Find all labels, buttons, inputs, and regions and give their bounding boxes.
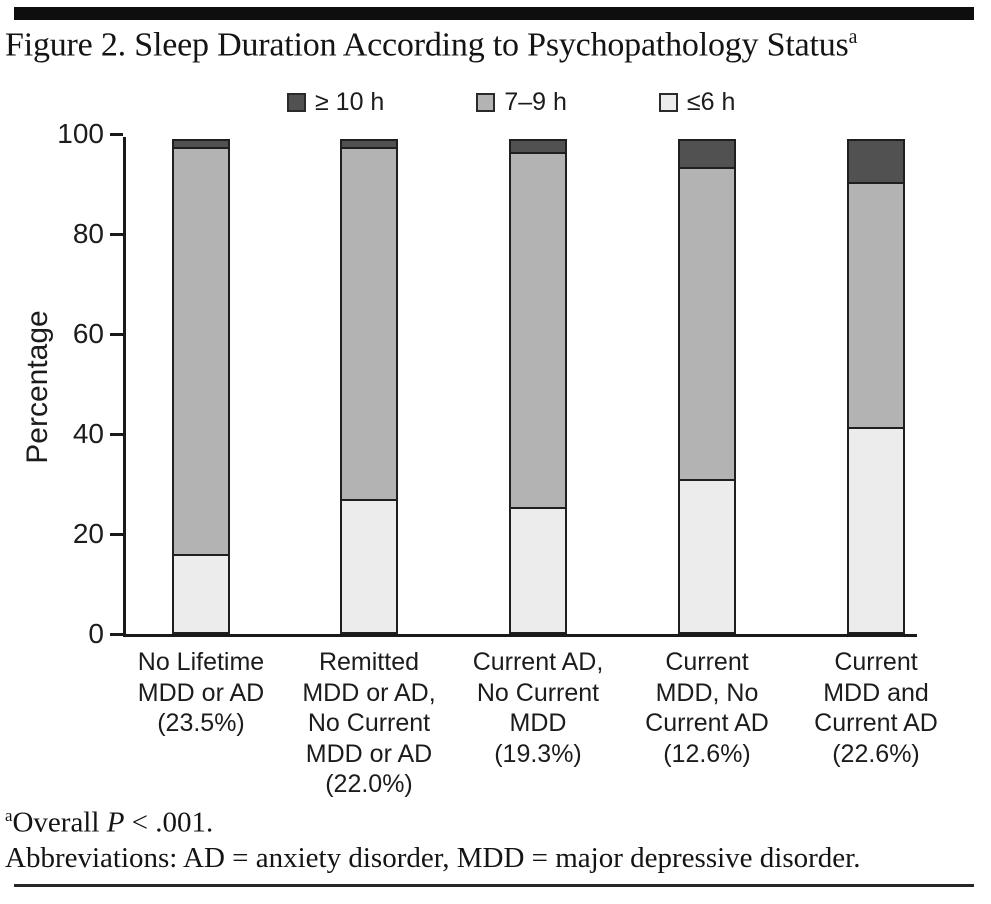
bar-2-segment-7–9h [340, 146, 398, 502]
x-category-label-1: No Lifetime MDD or AD (23.5%) [137, 648, 265, 737]
y-tick-mark-20 [110, 532, 123, 536]
bar-1-segment-≤6h [172, 554, 230, 634]
legend-item-ge10h: ≥ 10 h [287, 88, 384, 117]
x-category-label-5: Current MDD and Current AD (22.6%) [814, 648, 938, 768]
figure-title: Figure 2. Sleep Duration According to Ps… [5, 26, 985, 64]
y-tick-mark-0 [110, 632, 123, 636]
bar-5-segment-≤6h [847, 426, 905, 634]
figure-title-superscript: a [848, 26, 858, 48]
figure-title-text: Figure 2. Sleep Duration According to Ps… [5, 26, 849, 64]
bar-5-segment-7–9h [847, 181, 905, 429]
x-category-label-3: Current AD, No Current MDD (19.3%) [472, 648, 604, 768]
x-category-label-4: Current MDD, No Current AD (12.6%) [645, 648, 769, 768]
footnote-superscript: a [5, 806, 13, 825]
y-tick-mark-60 [110, 332, 123, 336]
stacked-bar-2 [340, 139, 398, 634]
bar-4-segment-≥10h [678, 139, 736, 169]
legend-swatch-le6h-icon [658, 93, 678, 112]
bar-4-segment-7–9h [678, 166, 736, 482]
y-tick-label-20: 20 [72, 518, 104, 549]
y-tick-mark-100 [110, 132, 123, 136]
y-tick-mark-40 [110, 432, 123, 436]
figure-bottom-rule [14, 884, 974, 887]
legend-item-7to9h: 7–9 h [476, 88, 567, 117]
y-tick-label-80: 80 [72, 218, 104, 249]
bar-1-segment-7–9h [172, 146, 230, 557]
bar-2-segment-≤6h [340, 499, 398, 634]
y-tick-label-40: 40 [72, 418, 104, 449]
footnote-pvalue-pre: Overall [12, 806, 107, 839]
stacked-bar-4 [678, 139, 736, 634]
x-category-label-2: Remitted MDD or AD, No Current MDD or AD… [302, 648, 436, 798]
stacked-bar-1 [172, 139, 230, 634]
legend-label-7to9h: 7–9 h [504, 88, 567, 116]
bar-3-segment-7–9h [509, 151, 567, 509]
bar-4-segment-≤6h [678, 479, 736, 634]
footnote-pvalue-post: < .001. [124, 806, 214, 839]
bar-5-segment-≥10h [847, 139, 905, 184]
stacked-bar-3 [509, 139, 567, 634]
chart-plot-area: 0 20 40 60 80 100 No Lifetime MDD or AD (23.5%… [57, 118, 938, 798]
chart-legend: ≥ 10 h 7–9 h ≤6 h [287, 88, 735, 117]
stacked-bar-5 [847, 139, 905, 634]
legend-label-ge10h: ≥ 10 h [315, 88, 385, 116]
legend-swatch-7to9h-icon [476, 93, 496, 112]
footnote-abbreviations: Abbreviations: AD = anxiety disorder, MD… [5, 842, 861, 874]
y-tick-label-100: 100 [57, 118, 104, 149]
y-tick-mark-80 [110, 232, 123, 236]
footnote-pvalue: aOverall P < .001. [5, 806, 213, 840]
legend-label-le6h: ≤6 h [686, 88, 736, 116]
figure-top-rule [14, 7, 974, 20]
bar-3-segment-≤6h [509, 506, 567, 634]
y-tick-label-0: 0 [88, 618, 104, 649]
footnote-pvalue-p: P [106, 806, 125, 839]
legend-item-le6h: ≤6 h [658, 88, 736, 117]
y-tick-label-60: 60 [72, 318, 104, 349]
legend-swatch-ge10h-icon [287, 93, 306, 112]
